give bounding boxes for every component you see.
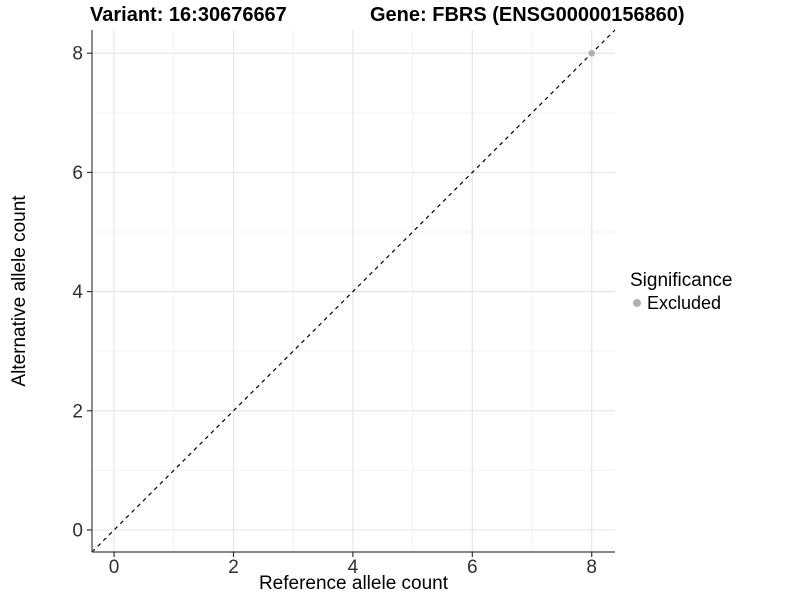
y-axis-title: Alternative allele count <box>9 195 30 387</box>
identity-dashed-line <box>91 29 616 553</box>
x-tick-label: 0 <box>109 557 120 578</box>
legend: Significance Excluded <box>630 270 732 314</box>
y-tick-label: 8 <box>72 44 83 65</box>
x-axis-title: Reference allele count <box>258 573 449 594</box>
legend-item-label: Excluded <box>647 293 722 313</box>
legend-items: Excluded <box>630 292 732 314</box>
data-point-excluded <box>588 49 596 57</box>
x-tick-label: 2 <box>228 557 239 578</box>
x-tick-label: 4 <box>348 557 359 578</box>
y-tick-label: 2 <box>72 401 83 422</box>
plot-title-variant: Variant: 16:30676667 <box>90 4 287 26</box>
x-tick-label: 8 <box>586 557 597 578</box>
y-tick-label: 4 <box>72 282 83 303</box>
x-tick-label: 6 <box>467 557 478 578</box>
legend-item: Excluded <box>630 292 732 314</box>
y-tick-label: 6 <box>72 163 83 184</box>
legend-point-swatch <box>633 299 641 307</box>
legend-title: Significance <box>630 270 733 291</box>
y-tick-label: 0 <box>72 520 83 541</box>
plot-title-gene: Gene: FBRS (ENSG00000156860) <box>370 4 685 26</box>
